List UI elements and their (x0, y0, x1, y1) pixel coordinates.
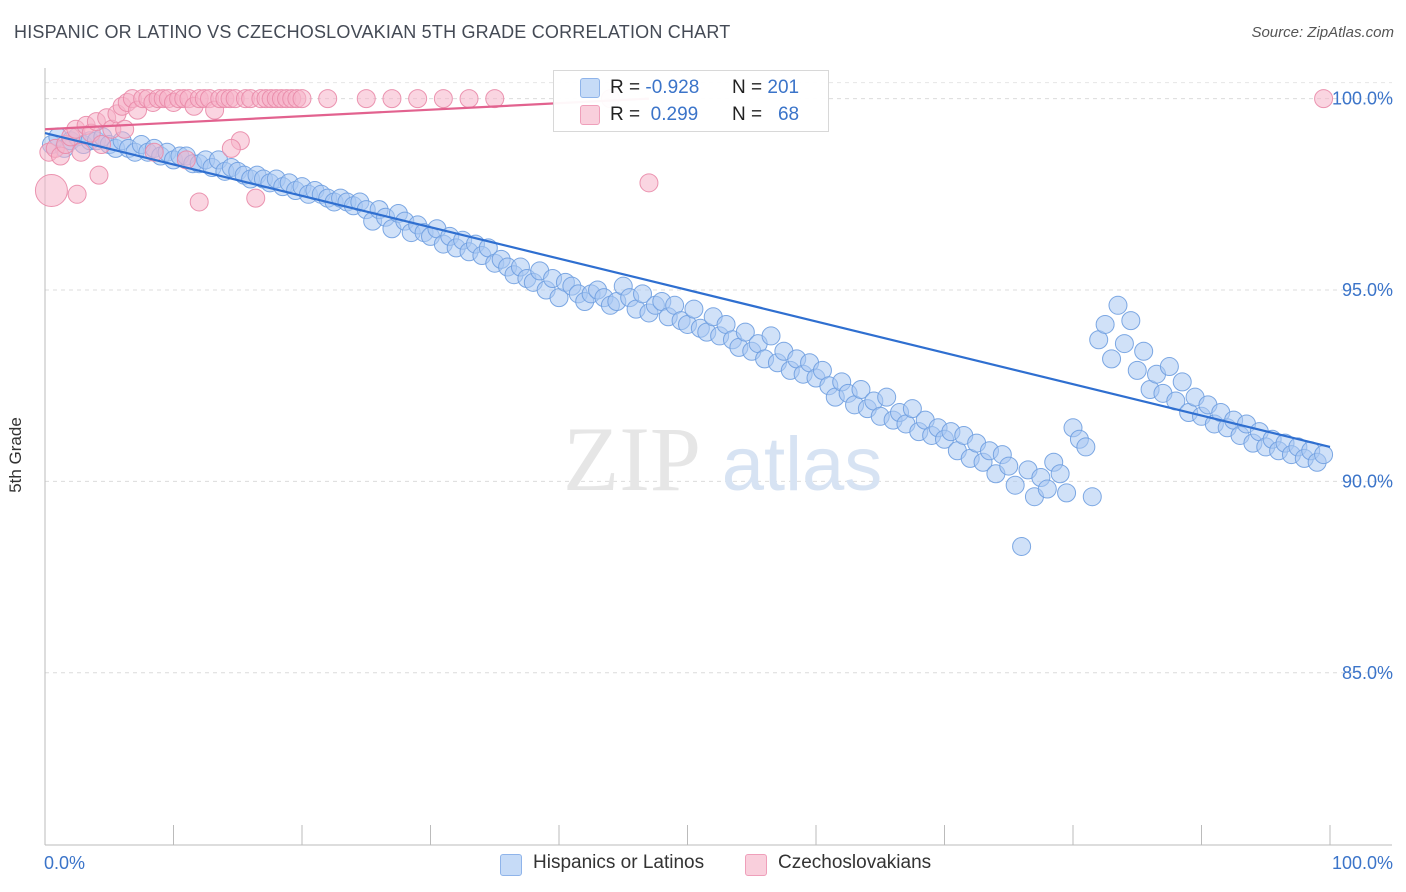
point-czech-51 (67, 184, 87, 204)
x-tick-label-1: 100.0% (1332, 853, 1393, 873)
point-hispanic-112 (761, 326, 781, 346)
tick-labels: 85.0% 90.0% 95.0% 100.0% 0.0% 100.0% (44, 89, 1393, 873)
watermark-zip: ZIP (563, 408, 701, 510)
y-tick-label-3: 100.0% (1332, 89, 1393, 109)
point-czech-66 (639, 173, 659, 193)
trend-lines (44, 97, 1331, 448)
point-czech-56 (189, 192, 209, 212)
point-czech-6 (71, 142, 91, 162)
correlation-legend: R = -0.928 N = 201 R = 0.299 N = 68 (553, 70, 829, 132)
point-hispanic-161 (1076, 437, 1096, 457)
point-hispanic-155 (1037, 479, 1057, 499)
legend-n-czech: N = 68 (732, 104, 800, 125)
point-czech-55 (176, 150, 196, 170)
point-hispanic-130 (877, 387, 897, 407)
point-czech-58 (318, 89, 338, 109)
point-hispanic-134 (902, 399, 922, 419)
point-czech-59 (356, 89, 376, 109)
point-hispanic-170 (1134, 341, 1154, 361)
x-tick-label-0: 0.0% (44, 853, 85, 873)
point-hispanic-157 (1050, 464, 1070, 484)
bottom-legend-label-hispanic: Hispanics or Latinos (533, 852, 705, 873)
point-hispanic-168 (1121, 311, 1141, 331)
point-hispanic-126 (851, 380, 871, 400)
point-czech-40 (246, 188, 266, 208)
point-hispanic-162 (1082, 487, 1102, 507)
point-czech-63 (459, 89, 479, 109)
point-hispanic-174 (1159, 357, 1179, 377)
point-czech-61 (408, 89, 428, 109)
point-czech-64 (485, 89, 505, 109)
trend-line-czech (44, 97, 650, 131)
bottom-legend-label-czech: Czechoslovakians (778, 852, 932, 873)
point-czech-62 (433, 89, 453, 109)
legend-swatch-hispanic (580, 78, 600, 98)
point-hispanic-92 (633, 284, 653, 304)
point-hispanic-150 (1005, 475, 1025, 495)
y-tick-label-2: 95.0% (1342, 280, 1393, 300)
point-hispanic-164 (1095, 314, 1115, 334)
watermark-atlas: atlas (722, 422, 883, 507)
y-tick-label-0: 85.0% (1342, 663, 1393, 683)
point-hispanic-169 (1127, 360, 1147, 380)
legend-r-hispanic: R = -0.928 (610, 77, 700, 98)
point-hispanic-166 (1108, 295, 1128, 315)
point-czech-49 (292, 89, 312, 109)
legend-r-czech: R = 0.299 (610, 104, 699, 125)
point-czech-60 (382, 89, 402, 109)
bottom-legend-swatch-hispanic (500, 854, 522, 876)
point-hispanic-198 (1314, 445, 1334, 465)
point-hispanic-167 (1114, 334, 1134, 354)
point-czech-54 (144, 142, 164, 162)
legend-swatch-czech (580, 105, 600, 125)
legend-n-hispanic: N = 201 (732, 77, 800, 98)
point-hispanic-165 (1102, 349, 1122, 369)
point-czech-52 (89, 165, 109, 185)
point-czech-67 (1314, 89, 1334, 109)
trend-line-hispanic (44, 132, 1331, 448)
y-tick-label-1: 90.0% (1342, 471, 1393, 491)
point-hispanic-108 (735, 322, 755, 342)
point-czech-53 (115, 119, 135, 139)
point-czech-50 (34, 173, 68, 207)
source-note: Source: ZipAtlas.com (1251, 24, 1394, 41)
point-hispanic-151 (1012, 536, 1032, 556)
point-hispanic-100 (684, 299, 704, 319)
point-hispanic-176 (1172, 372, 1192, 392)
bottom-legend-swatch-czech (745, 854, 767, 876)
chart-title: HISPANIC OR LATINO VS CZECHOSLOVAKIAN 5T… (14, 22, 731, 42)
point-czech-57 (221, 138, 241, 158)
point-hispanic-149 (999, 456, 1019, 476)
point-hispanic-158 (1057, 483, 1077, 503)
